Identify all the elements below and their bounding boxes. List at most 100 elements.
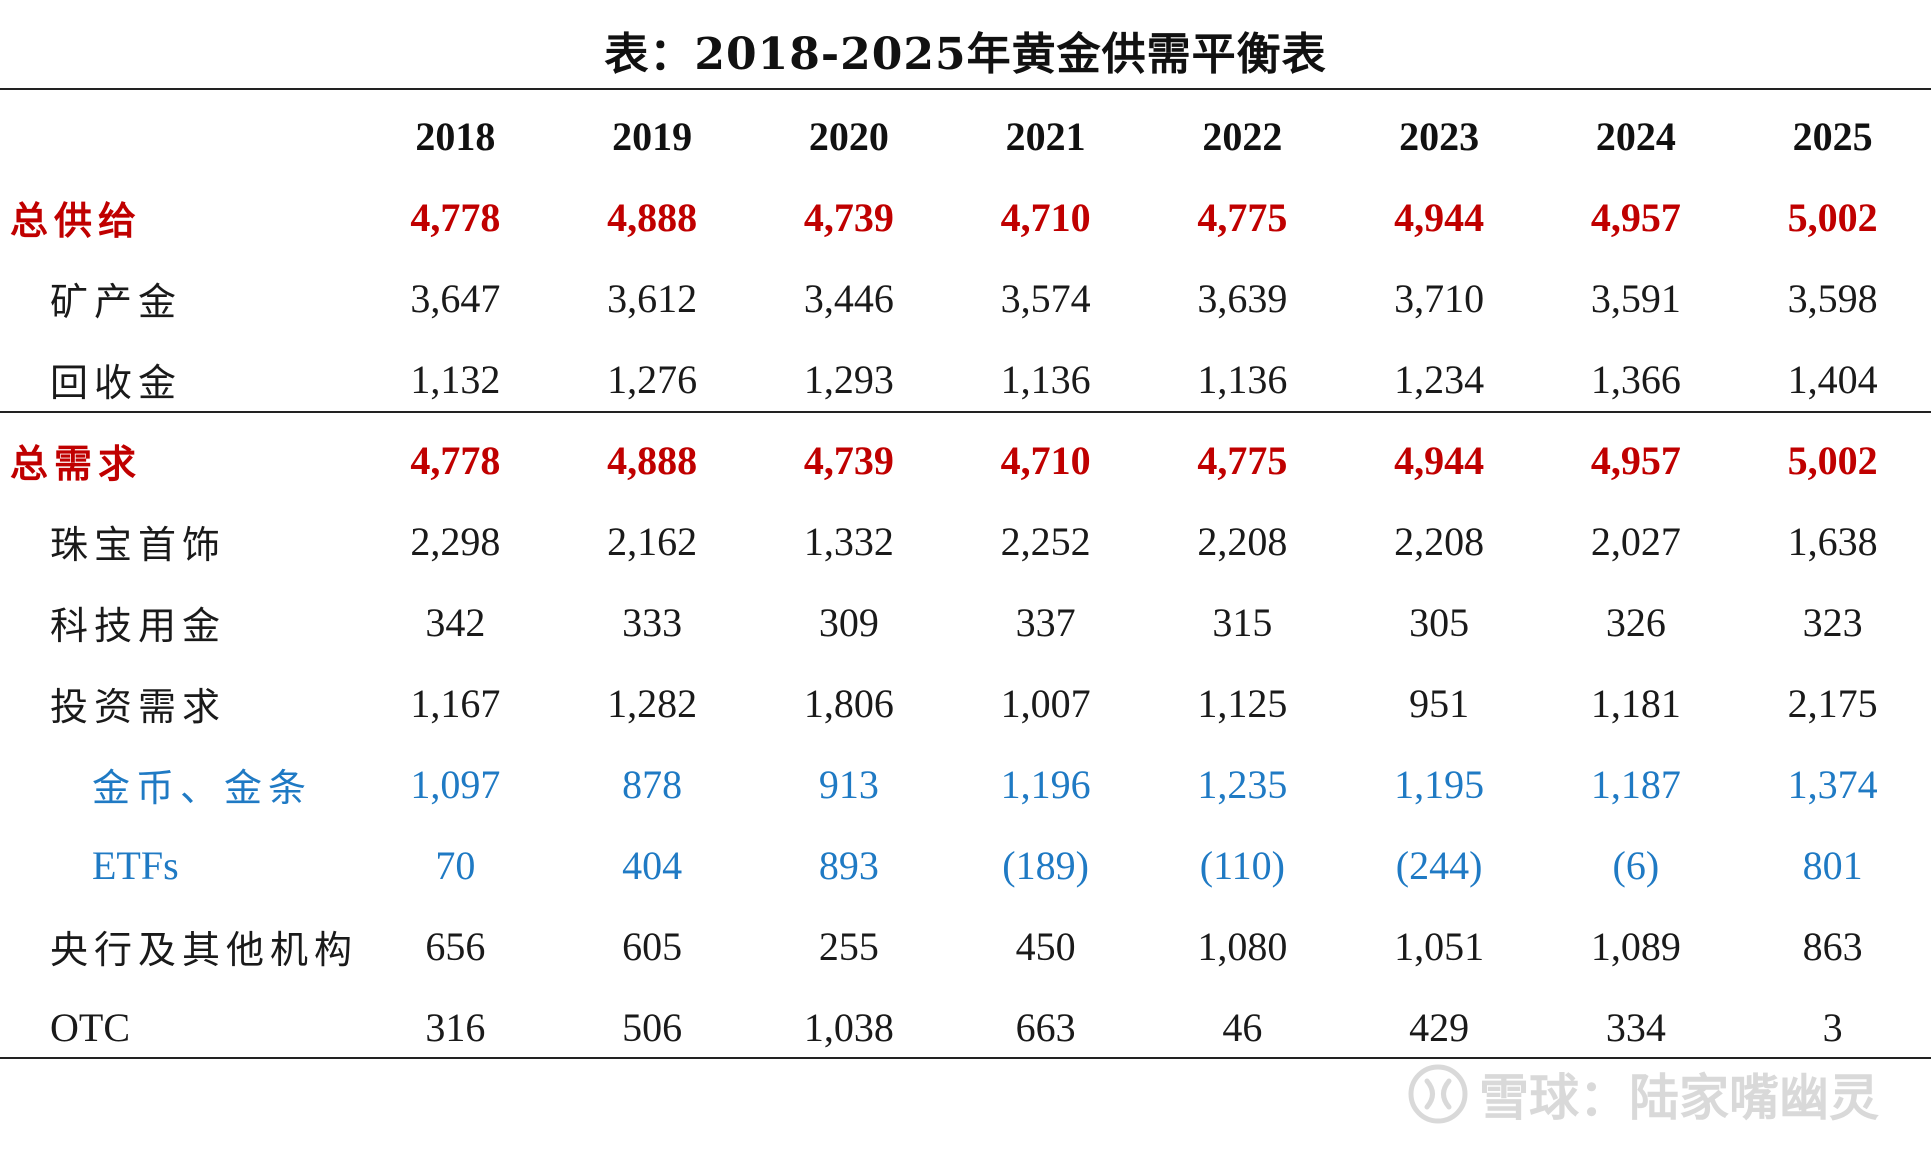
value-cell: 309 <box>818 600 879 645</box>
watermark-text: 雪球：陆家嘴幽灵 <box>1479 1069 1879 1127</box>
value-cell: 326 <box>1605 600 1666 645</box>
value-cell: 4,775 <box>1197 438 1288 483</box>
year-header: 2024 <box>1595 114 1676 159</box>
value-cell: 4,778 <box>410 195 501 240</box>
value-cell: 3,446 <box>803 276 894 321</box>
row-label: 回收金 <box>50 361 183 405</box>
row-label: 金币、金条 <box>92 766 313 810</box>
value-cell: 1,366 <box>1590 357 1681 402</box>
value-cell: 429 <box>1409 1005 1470 1050</box>
value-cell: 605 <box>622 924 683 969</box>
year-header: 2020 <box>808 114 889 159</box>
value-cell: 3,710 <box>1394 276 1485 321</box>
value-cell: 450 <box>1015 924 1076 969</box>
value-cell: 4,739 <box>803 438 894 483</box>
top-rule <box>0 88 1931 90</box>
value-cell: 1,080 <box>1197 924 1288 969</box>
value-cell: 5,002 <box>1787 438 1878 483</box>
row-label: OTC <box>50 1005 130 1050</box>
value-cell: 878 <box>622 762 683 807</box>
value-cell: 315 <box>1212 600 1273 645</box>
row-label: 总供给 <box>10 198 143 243</box>
table-row-mine-production: 矿产金 3,647 3,612 3,446 3,574 3,639 3,710 … <box>0 258 1931 339</box>
value-cell: 951 <box>1409 681 1470 726</box>
value-cell: 316 <box>425 1005 486 1050</box>
value-cell: (6) <box>1612 843 1660 888</box>
row-label: 央行及其他机构 <box>50 928 359 972</box>
row-label: 珠宝首饰 <box>50 523 227 567</box>
value-cell: 4,957 <box>1590 195 1681 240</box>
value-cell: 1,195 <box>1394 762 1485 807</box>
value-cell: 1,276 <box>607 357 698 402</box>
value-cell: 663 <box>1015 1005 1076 1050</box>
value-cell: 3,574 <box>1000 276 1091 321</box>
value-cell: 70 <box>435 843 476 888</box>
table-row-etfs: ETFs 70 404 893 (189) (110) (244) (6) 80… <box>0 825 1931 906</box>
value-cell: 1,132 <box>410 357 501 402</box>
table-row-technology: 科技用金 342 333 309 337 315 305 326 323 <box>0 582 1931 663</box>
value-cell: 3 <box>1822 1005 1843 1050</box>
section-divider-rule <box>0 411 1931 413</box>
value-cell: 3,639 <box>1197 276 1288 321</box>
value-cell: 4,888 <box>607 438 698 483</box>
table-row-recycled-gold: 回收金 1,132 1,276 1,293 1,136 1,136 1,234 … <box>0 339 1931 420</box>
value-cell: 1,196 <box>1000 762 1091 807</box>
year-header: 2023 <box>1399 114 1480 159</box>
value-cell: 4,710 <box>1000 438 1091 483</box>
value-cell: 893 <box>818 843 879 888</box>
value-cell: 801 <box>1802 843 1863 888</box>
year-header: 2019 <box>612 114 693 159</box>
value-cell: (110) <box>1199 843 1285 888</box>
value-cell: 2,252 <box>1000 519 1091 564</box>
value-cell: 1,125 <box>1197 681 1288 726</box>
value-cell: 334 <box>1605 1005 1666 1050</box>
value-cell: 1,136 <box>1000 357 1091 402</box>
value-cell: 337 <box>1015 600 1076 645</box>
watermark: 雪球：陆家嘴幽灵 <box>1407 1058 1879 1130</box>
value-cell: 656 <box>425 924 486 969</box>
value-cell: 3,612 <box>607 276 698 321</box>
value-cell: 2,175 <box>1787 681 1878 726</box>
value-cell: 1,007 <box>1000 681 1091 726</box>
row-label: 科技用金 <box>50 604 227 648</box>
value-cell: 1,235 <box>1197 762 1288 807</box>
row-label: 投资需求 <box>50 685 227 729</box>
value-cell: 1,187 <box>1590 762 1681 807</box>
value-cell: 342 <box>425 600 486 645</box>
supply-demand-table: 2018 2019 2020 2021 2022 2023 2024 2025 … <box>0 96 1931 1068</box>
value-cell: 2,298 <box>410 519 501 564</box>
value-cell: 3,591 <box>1590 276 1681 321</box>
value-cell: 1,282 <box>607 681 698 726</box>
value-cell: 506 <box>622 1005 683 1050</box>
value-cell: 1,234 <box>1394 357 1485 402</box>
table-row-jewellery: 珠宝首饰 2,298 2,162 1,332 2,252 2,208 2,208… <box>0 501 1931 582</box>
value-cell: 4,775 <box>1197 195 1288 240</box>
value-cell: 1,051 <box>1394 924 1485 969</box>
value-cell: 4,710 <box>1000 195 1091 240</box>
row-label: 矿产金 <box>50 280 183 324</box>
value-cell: 323 <box>1802 600 1863 645</box>
value-cell: 255 <box>818 924 879 969</box>
value-cell: 2,027 <box>1590 519 1681 564</box>
header-row: 2018 2019 2020 2021 2022 2023 2024 2025 <box>0 96 1931 177</box>
year-header: 2018 <box>415 114 496 159</box>
value-cell: 1,089 <box>1590 924 1681 969</box>
bottom-rule <box>0 1057 1931 1059</box>
snowball-logo-icon <box>1407 1063 1469 1125</box>
table-row-bar-and-coin: 金币、金条 1,097 878 913 1,196 1,235 1,195 1,… <box>0 744 1931 825</box>
value-cell: 1,167 <box>410 681 501 726</box>
value-cell: 2,208 <box>1394 519 1485 564</box>
value-cell: 46 <box>1222 1005 1263 1050</box>
table-row-total-demand: 总需求 4,778 4,888 4,739 4,710 4,775 4,944 … <box>0 420 1931 501</box>
value-cell: 913 <box>818 762 879 807</box>
value-cell: 1,136 <box>1197 357 1288 402</box>
value-cell: 1,097 <box>410 762 501 807</box>
value-cell: (189) <box>1002 843 1089 888</box>
value-cell: 4,944 <box>1394 438 1485 483</box>
value-cell: 1,806 <box>803 681 894 726</box>
value-cell: 1,332 <box>803 519 894 564</box>
value-cell: 1,638 <box>1787 519 1878 564</box>
value-cell: 4,888 <box>607 195 698 240</box>
header-label-cell <box>0 96 357 177</box>
value-cell: 333 <box>622 600 683 645</box>
